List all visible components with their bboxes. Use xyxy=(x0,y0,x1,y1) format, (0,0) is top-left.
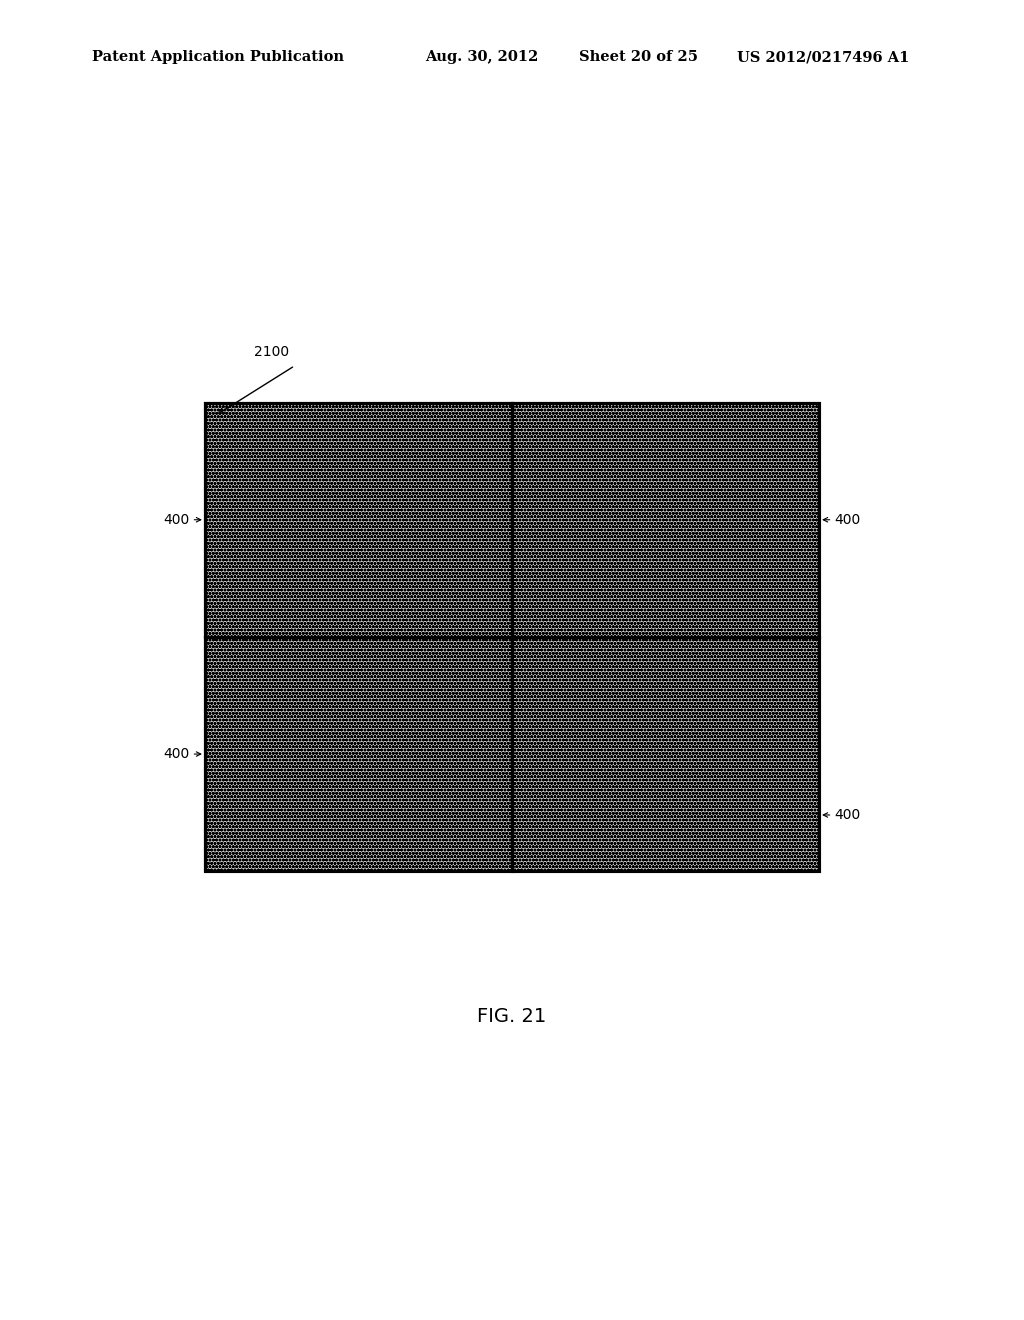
Text: Patent Application Publication: Patent Application Publication xyxy=(92,50,344,65)
Text: Aug. 30, 2012: Aug. 30, 2012 xyxy=(425,50,539,65)
Bar xyxy=(205,636,512,871)
Text: 400: 400 xyxy=(163,747,189,762)
Bar xyxy=(512,403,819,636)
Text: FIG. 21: FIG. 21 xyxy=(477,1007,547,1026)
Text: US 2012/0217496 A1: US 2012/0217496 A1 xyxy=(737,50,909,65)
Text: 400: 400 xyxy=(835,512,861,527)
Text: 400: 400 xyxy=(835,808,861,822)
Text: 400: 400 xyxy=(163,512,189,527)
Text: Sheet 20 of 25: Sheet 20 of 25 xyxy=(579,50,697,65)
Bar xyxy=(512,636,819,871)
Bar xyxy=(205,403,512,636)
Bar xyxy=(205,403,819,871)
Text: 2100: 2100 xyxy=(254,346,289,359)
